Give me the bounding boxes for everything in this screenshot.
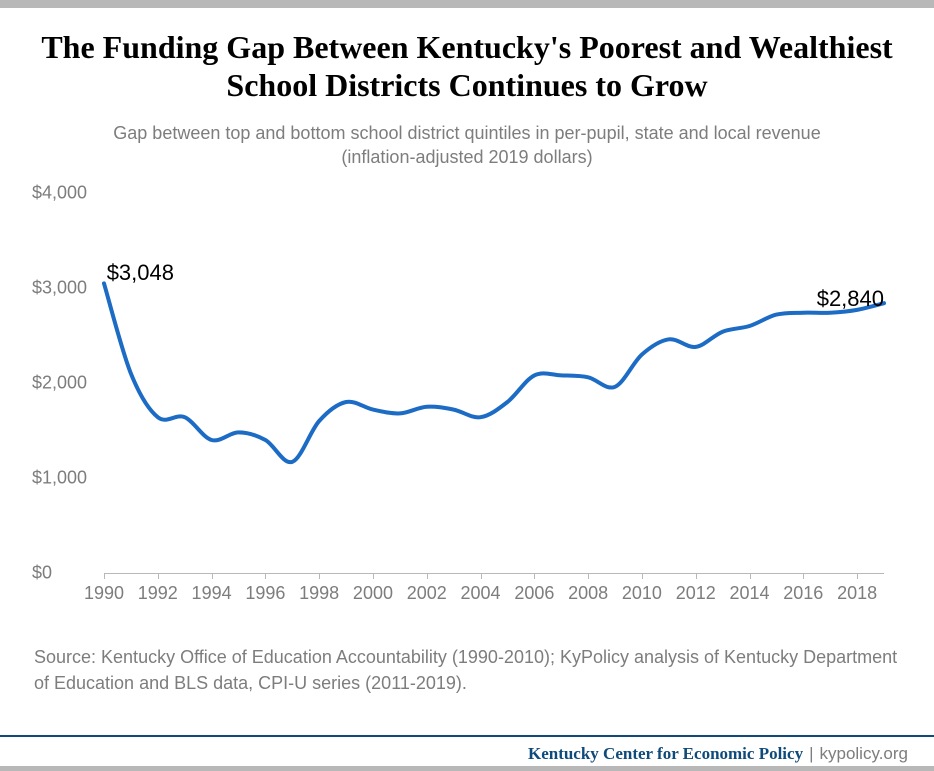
- x-axis-line: [104, 573, 884, 574]
- x-tick-label: 2014: [729, 583, 769, 604]
- y-tick-label: $2,000: [32, 373, 88, 394]
- x-tick-mark: [481, 573, 482, 579]
- x-tick-label: 2018: [837, 583, 877, 604]
- source-note: Source: Kentucky Office of Education Acc…: [32, 645, 902, 695]
- x-tick-label: 2012: [676, 583, 716, 604]
- x-tick-mark: [857, 573, 858, 579]
- x-tick-mark: [642, 573, 643, 579]
- x-tick-label: 2010: [622, 583, 662, 604]
- x-tick-label: 2000: [353, 583, 393, 604]
- y-tick-label: $4,000: [32, 183, 88, 204]
- plot-region: $3,048$2,840 199019921994199619982000200…: [94, 193, 902, 573]
- y-tick-label: $1,000: [32, 468, 88, 489]
- x-tick-label: 1990: [84, 583, 124, 604]
- x-tick-mark: [373, 573, 374, 579]
- y-tick-label: $0: [32, 563, 88, 584]
- x-tick-mark: [803, 573, 804, 579]
- x-tick-label: 1992: [138, 583, 178, 604]
- top-accent-bar: [0, 0, 934, 8]
- x-tick-label: 2004: [461, 583, 501, 604]
- footer-separator: |: [809, 744, 813, 764]
- x-tick-label: 2002: [407, 583, 447, 604]
- x-tick-mark: [750, 573, 751, 579]
- x-tick-mark: [588, 573, 589, 579]
- x-tick-label: 2008: [568, 583, 608, 604]
- x-tick-mark: [104, 573, 105, 579]
- x-tick-mark: [319, 573, 320, 579]
- x-tick-mark: [427, 573, 428, 579]
- y-tick-label: $3,000: [32, 278, 88, 299]
- x-tick-mark: [534, 573, 535, 579]
- x-tick-label: 2006: [514, 583, 554, 604]
- line-chart-svg: [94, 193, 902, 573]
- data-callout: $3,048: [107, 260, 174, 286]
- x-tick-label: 1996: [245, 583, 285, 604]
- chart-container: The Funding Gap Between Kentucky's Poore…: [0, 8, 934, 696]
- chart-area: $0$1,000$2,000$3,000$4,000 $3,048$2,840 …: [32, 193, 902, 623]
- x-tick-label: 2016: [783, 583, 823, 604]
- chart-title: The Funding Gap Between Kentucky's Poore…: [32, 28, 902, 105]
- x-tick-label: 1994: [192, 583, 232, 604]
- x-tick-mark: [158, 573, 159, 579]
- x-tick-mark: [265, 573, 266, 579]
- data-callout: $2,840: [817, 286, 884, 312]
- x-tick-mark: [212, 573, 213, 579]
- funding-gap-line: [104, 284, 884, 463]
- footer-url: kypolicy.org: [820, 744, 909, 764]
- x-tick-label: 1998: [299, 583, 339, 604]
- bottom-accent-bar: [0, 766, 934, 771]
- footer-org: Kentucky Center for Economic Policy: [528, 744, 803, 764]
- chart-subtitle: Gap between top and bottom school distri…: [32, 121, 902, 170]
- x-tick-mark: [696, 573, 697, 579]
